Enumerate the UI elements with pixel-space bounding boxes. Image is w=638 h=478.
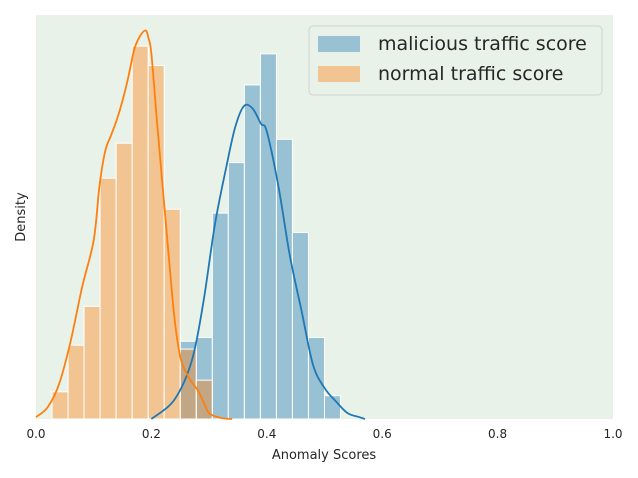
histogram-bar bbox=[259, 53, 277, 420]
histogram-bar bbox=[291, 232, 309, 420]
histogram-bar bbox=[131, 45, 149, 420]
histogram-bar bbox=[83, 305, 101, 420]
x-axis-label: Anomaly Scores bbox=[272, 448, 377, 463]
legend-label-malicious: malicious traffic score bbox=[378, 33, 587, 55]
x-tick-label: 0.2 bbox=[142, 427, 161, 441]
x-tick-label: 0.4 bbox=[257, 427, 276, 441]
kde-line-normal-traffic-score bbox=[35, 29, 233, 420]
histogram-bar bbox=[227, 162, 245, 420]
x-tick-label: 1.0 bbox=[603, 427, 622, 441]
histogram-bar bbox=[211, 212, 229, 420]
x-tick-label: 0.0 bbox=[26, 427, 45, 441]
histogram-bar bbox=[67, 344, 85, 420]
histogram-bar bbox=[195, 379, 213, 420]
y-axis-label: Density bbox=[14, 192, 29, 242]
x-axis-ticks: 0.0 0.2 0.4 0.6 0.8 1.0 bbox=[26, 427, 622, 441]
legend-swatch-malicious bbox=[318, 36, 360, 52]
kde-line-malicious-traffic-score bbox=[150, 103, 366, 420]
kde-curves bbox=[35, 29, 366, 420]
histogram-bar bbox=[243, 84, 261, 420]
legend-swatch-normal bbox=[318, 66, 360, 82]
histogram-bars bbox=[51, 45, 342, 420]
bars-normal-traffic-score bbox=[51, 45, 213, 420]
histogram-bar bbox=[99, 177, 117, 420]
histogram-bar bbox=[163, 208, 181, 420]
x-tick-label: 0.6 bbox=[373, 427, 392, 441]
bars-malicious-traffic-score bbox=[179, 53, 342, 420]
legend-label-normal: normal traffic score bbox=[378, 63, 563, 85]
histogram-bar bbox=[115, 142, 133, 420]
histogram-bar bbox=[275, 138, 293, 420]
histogram-bar bbox=[324, 395, 342, 420]
histogram-bar bbox=[307, 336, 325, 420]
legend-box bbox=[308, 25, 603, 96]
x-tick-label: 0.8 bbox=[488, 427, 507, 441]
legend: malicious traffic score normal traffic s… bbox=[308, 25, 603, 96]
